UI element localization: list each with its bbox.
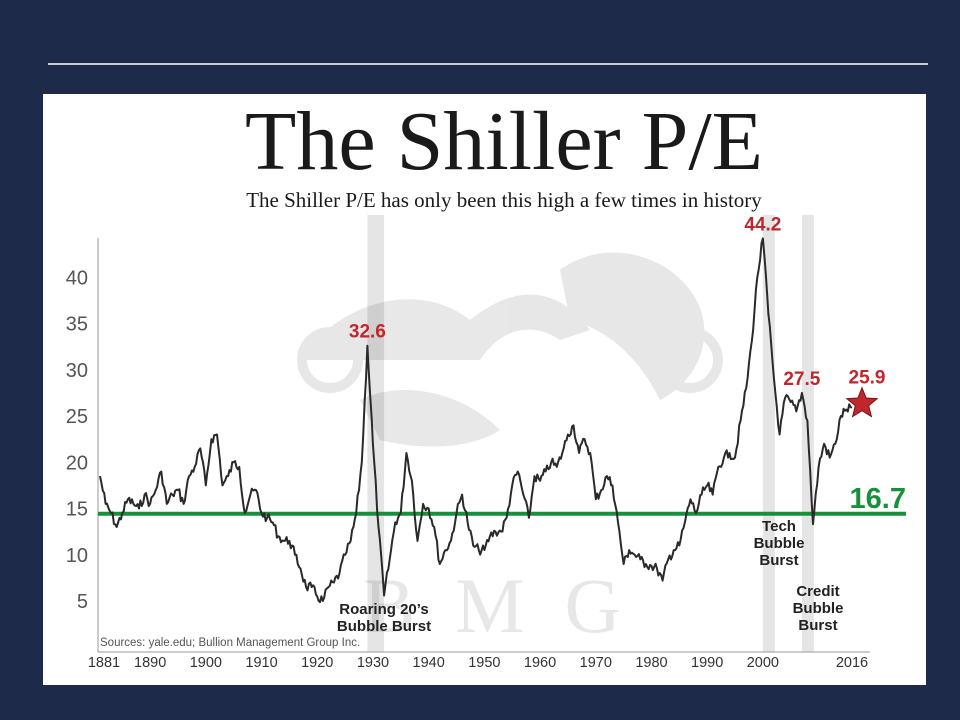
x-tick-label: 1990 (691, 655, 723, 671)
y-tick-label: 10 (66, 545, 88, 567)
axes: 5 10 15 20 25 30 35 40 1881 1890 1900 1910 1920 1930 1… (66, 238, 870, 671)
x-tick-label: 1900 (190, 655, 222, 671)
average-reference-line: 16.7 (98, 483, 906, 516)
pe-line-1 (99, 237, 853, 604)
x-tick-label: 1980 (635, 655, 667, 671)
x-tick-label: 1890 (134, 655, 166, 671)
shaded-period-2 (762, 215, 775, 652)
current-value-label: 25.9 (849, 368, 886, 389)
bmg-watermark: BMG (297, 252, 723, 649)
slide-divider (48, 63, 928, 65)
y-tick-label: 25 (66, 406, 88, 428)
pe-series (99, 237, 853, 604)
x-tick-label: 2000 (747, 655, 779, 671)
annotations: 32.6 44.2 27.5 25.9 Roaring 20’s Bubble Burst… (337, 214, 886, 635)
peak-label: 44.2 (744, 214, 781, 235)
x-tick-label: 1920 (301, 655, 333, 671)
x-tick-label: 1940 (413, 655, 445, 671)
y-tick-label: 30 (66, 360, 88, 382)
x-tick-label: 1930 (357, 655, 389, 671)
y-tick-label: 40 (66, 267, 88, 289)
chart-panel (43, 94, 926, 685)
source-note: Sources: yale.edu; Bullion Management Gr… (100, 637, 361, 649)
peak-label: 27.5 (783, 369, 820, 390)
period-label: Credit Bubble Burst (793, 583, 844, 634)
period-label: Tech Bubble Burst (754, 518, 805, 569)
x-tick-label: 1970 (580, 655, 612, 671)
peak-label: 32.6 (349, 322, 386, 343)
average-label: 16.7 (850, 483, 906, 515)
chart-subtitle: The Shiller P/E has only been this high … (246, 188, 762, 212)
chart-title: The Shiller P/E (245, 95, 763, 188)
current-star-marker (845, 386, 879, 418)
x-tick-label: 1881 (88, 655, 120, 671)
y-tick-label: 20 (66, 452, 88, 474)
x-tick-label: 1950 (468, 655, 500, 671)
y-tick-label: 35 (66, 314, 88, 336)
x-tick-label: 1910 (245, 655, 277, 671)
x-tick-label: 1960 (524, 655, 556, 671)
watermark-text: BMG (363, 562, 661, 649)
y-tick-label: 5 (77, 591, 88, 613)
y-tick-label: 15 (66, 499, 88, 521)
period-label: Roaring 20’s Bubble Burst (337, 601, 431, 635)
x-tick-label: 2016 (836, 655, 868, 671)
